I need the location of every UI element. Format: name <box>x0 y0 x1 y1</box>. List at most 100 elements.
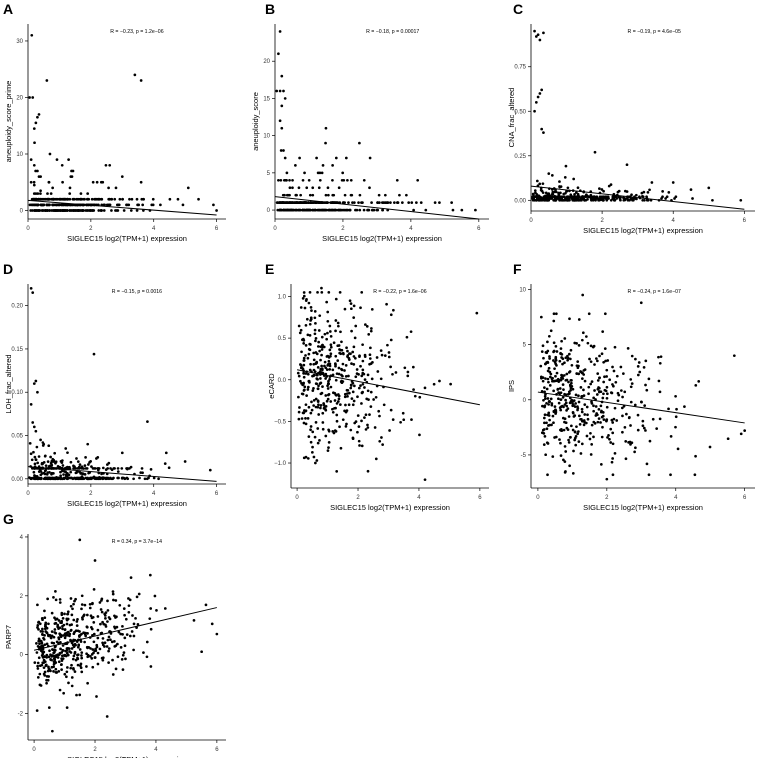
data-point <box>122 209 126 212</box>
data-point <box>567 380 570 384</box>
data-point <box>128 467 131 470</box>
data-point <box>313 435 317 439</box>
data-point <box>37 627 40 631</box>
data-point <box>113 625 116 629</box>
data-point <box>552 195 556 199</box>
data-point <box>45 631 49 635</box>
data-point <box>41 661 45 665</box>
data-point <box>85 625 89 629</box>
data-point <box>326 449 330 452</box>
data-point <box>367 208 371 212</box>
data-point <box>314 201 318 204</box>
data-point <box>599 390 603 394</box>
data-point <box>79 197 83 201</box>
data-point <box>304 344 308 347</box>
y-tick-label: 0 <box>267 208 271 214</box>
data-point <box>51 457 55 461</box>
data-point <box>55 640 59 644</box>
data-point <box>628 415 631 419</box>
data-point <box>577 440 581 443</box>
data-point <box>367 333 371 336</box>
data-point <box>78 209 82 212</box>
data-point <box>302 372 306 375</box>
data-point <box>73 670 77 674</box>
data-point <box>285 193 289 197</box>
data-point <box>565 189 569 193</box>
data-point <box>118 197 122 201</box>
data-point <box>410 418 413 421</box>
data-point <box>655 427 659 430</box>
data-point <box>297 374 301 378</box>
data-point <box>581 293 585 297</box>
data-point <box>416 178 420 182</box>
data-point <box>153 594 157 598</box>
data-point <box>620 389 623 392</box>
data-point <box>288 186 292 190</box>
data-point <box>112 598 115 602</box>
data-point <box>49 653 52 657</box>
data-point <box>104 625 108 628</box>
data-point <box>56 625 60 629</box>
y-axis-title: IPS <box>507 380 516 392</box>
x-tick-label: 2 <box>341 226 345 232</box>
data-point <box>562 388 565 391</box>
data-point <box>551 414 555 418</box>
data-point <box>69 597 73 600</box>
y-tick-label: 30 <box>16 39 23 45</box>
data-point <box>41 627 44 631</box>
data-point <box>577 430 580 433</box>
data-point <box>75 457 78 460</box>
data-point <box>92 640 96 644</box>
data-point <box>46 597 49 601</box>
data-point <box>34 197 37 201</box>
data-point <box>316 405 320 409</box>
data-point <box>312 358 316 362</box>
data-point <box>40 641 44 645</box>
data-point <box>77 465 81 469</box>
data-point <box>130 197 134 201</box>
data-point <box>121 633 124 636</box>
data-point <box>307 379 311 383</box>
data-point <box>564 164 568 168</box>
data-point <box>43 670 47 674</box>
data-point <box>283 178 287 182</box>
data-point <box>59 474 62 478</box>
data-point <box>91 615 95 619</box>
data-point <box>380 436 383 439</box>
data-point <box>358 208 362 212</box>
data-point <box>50 641 54 645</box>
data-point <box>630 441 634 445</box>
data-point <box>573 436 577 440</box>
data-point <box>556 195 559 199</box>
data-point <box>42 666 46 670</box>
data-point <box>587 385 591 389</box>
data-point <box>541 379 545 383</box>
data-point <box>63 632 67 636</box>
data-point <box>578 423 582 426</box>
data-point <box>392 308 395 312</box>
data-point <box>418 433 421 437</box>
data-point <box>62 209 65 212</box>
data-point <box>103 641 107 645</box>
data-point <box>135 595 139 599</box>
regression-line <box>537 391 745 424</box>
data-point <box>72 602 75 606</box>
data-point <box>125 203 128 207</box>
data-point <box>82 613 86 617</box>
data-point <box>567 415 571 418</box>
data-point <box>321 385 324 388</box>
data-point <box>591 197 594 200</box>
x-tick-label: 6 <box>477 226 481 232</box>
panel-letter: D <box>3 261 13 277</box>
data-point <box>37 637 41 641</box>
data-point <box>589 431 592 435</box>
data-point <box>671 181 675 184</box>
data-point <box>579 417 582 421</box>
data-point <box>345 422 348 426</box>
data-point <box>114 667 118 671</box>
data-point <box>67 158 70 161</box>
data-point <box>33 455 37 459</box>
data-point <box>361 343 364 347</box>
data-point <box>564 450 568 453</box>
